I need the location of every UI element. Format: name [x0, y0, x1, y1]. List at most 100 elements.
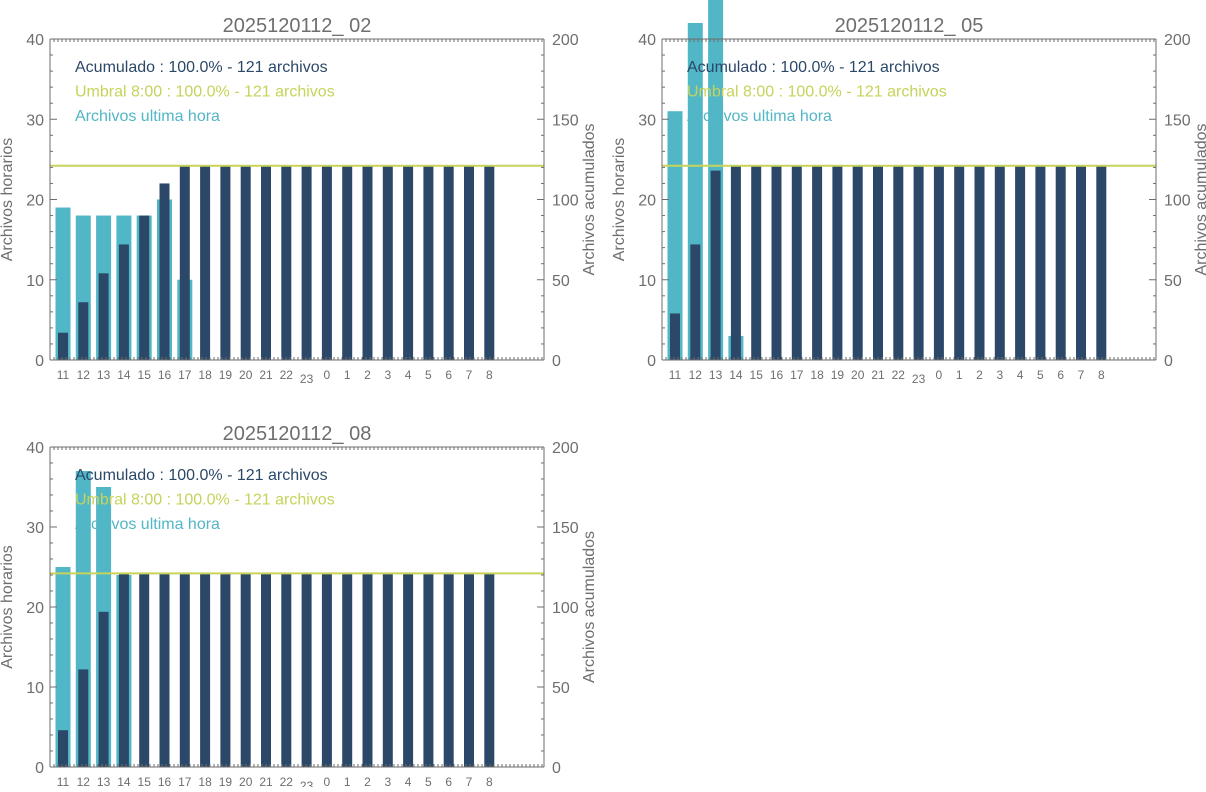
cumulative-bar-23 [913, 165, 924, 360]
x-tick-label: 7 [466, 775, 473, 787]
x-tick-label: 3 [996, 368, 1003, 382]
x-tick-label: 3 [384, 368, 391, 382]
cumulative-bar-3 [382, 573, 393, 767]
x-tick-label: 20 [239, 775, 253, 787]
legend-entry: Archivos ultima hora [75, 108, 220, 125]
right-tick-label: 200 [1164, 32, 1191, 49]
x-tick-label: 16 [770, 368, 784, 382]
cumulative-bar-12 [690, 244, 701, 360]
hourly-bar-11 [55, 567, 71, 767]
cumulative-bar-12 [78, 302, 89, 360]
x-tick-label: 13 [709, 368, 723, 382]
cumulative-bar-5 [423, 165, 434, 360]
x-tick-label: 6 [445, 368, 452, 382]
x-tick-label: 17 [178, 368, 192, 382]
x-tick-label: 2 [364, 368, 371, 382]
x-tick-label: 8 [486, 775, 493, 787]
right-tick-label: 100 [1164, 193, 1191, 210]
cumulative-bar-19 [832, 165, 843, 360]
x-tick-label: 16 [158, 368, 172, 382]
right-tick-label: 0 [552, 760, 561, 777]
legend-entry: Archivos ultima hora [75, 516, 220, 533]
legend-entry: Archivos ultima hora [687, 108, 832, 125]
cumulative-bar-6 [1055, 165, 1066, 360]
cumulative-bar-7 [1076, 165, 1086, 360]
hourly-bar-11 [667, 111, 683, 360]
x-tick-label: 15 [750, 368, 764, 382]
x-tick-label: 19 [219, 775, 233, 787]
cumulative-bar-23 [301, 165, 312, 360]
x-tick-label: 13 [97, 775, 111, 787]
right-axis-title: Archivos acumulados [581, 531, 598, 683]
x-tick-label: 1 [344, 775, 351, 787]
right-tick-label: 150 [552, 520, 579, 537]
right-tick-label: 150 [1164, 112, 1191, 129]
legend-entry: Acumulado : 100.0% - 121 archivos [75, 467, 328, 484]
cumulative-bar-23 [301, 573, 312, 767]
cumulative-bar-3 [994, 165, 1005, 360]
cumulative-bar-7 [464, 573, 474, 767]
x-tick-label: 14 [117, 368, 131, 382]
x-tick-label: 18 [810, 368, 824, 382]
x-tick-label: 0 [324, 368, 331, 382]
x-tick-label: 11 [57, 775, 70, 787]
left-tick-label: 0 [647, 353, 656, 370]
right-tick-label: 50 [552, 273, 570, 290]
x-tick-label: 11 [57, 368, 70, 382]
left-tick-label: 20 [26, 600, 44, 617]
cumulative-bar-4 [403, 165, 414, 360]
cumulative-bar-2 [974, 165, 985, 360]
cumulative-bar-14 [118, 573, 129, 767]
left-tick-label: 40 [26, 440, 44, 457]
cumulative-bar-19 [220, 165, 231, 360]
right-axis-title: Archivos acumulados [1193, 123, 1206, 275]
left-tick-label: 30 [26, 520, 44, 537]
x-tick-label: 3 [384, 775, 391, 787]
x-tick-label: 6 [1057, 368, 1064, 382]
x-tick-label: 15 [138, 368, 152, 382]
cumulative-bar-13 [98, 273, 109, 360]
cumulative-bar-3 [382, 165, 393, 360]
x-tick-label: 8 [1098, 368, 1105, 382]
x-tick-label: 12 [77, 368, 91, 382]
cumulative-bar-15 [139, 573, 150, 767]
cumulative-bar-17 [179, 573, 190, 767]
x-tick-label: 12 [689, 368, 703, 382]
x-tick-label: 23 [300, 779, 314, 787]
cumulative-bar-5 [1035, 165, 1046, 360]
left-tick-label: 30 [638, 112, 656, 129]
cumulative-bar-22 [281, 165, 292, 360]
x-tick-label: 23 [300, 372, 314, 386]
left-axis-title: Archivos horarios [0, 545, 16, 669]
cumulative-bar-1 [342, 165, 353, 360]
cumulative-bar-18 [812, 165, 823, 360]
cumulative-bar-21 [873, 165, 883, 360]
x-tick-label: 2 [364, 775, 371, 787]
cumulative-bar-4 [403, 573, 414, 767]
cumulative-bar-21 [261, 573, 271, 767]
cumulative-bar-6 [443, 573, 454, 767]
right-tick-label: 0 [552, 353, 561, 370]
x-tick-label: 7 [466, 368, 473, 382]
x-tick-label: 0 [324, 775, 331, 787]
legend-entry: Umbral 8:00 : 100.0% - 121 archivos [75, 84, 335, 101]
hourly-bar-11 [55, 207, 71, 360]
cumulative-bar-1 [954, 165, 965, 360]
cumulative-bar-16 [159, 573, 170, 767]
right-tick-label: 100 [552, 193, 579, 210]
left-axis-title: Archivos horarios [0, 138, 16, 262]
right-tick-label: 200 [552, 440, 579, 457]
left-tick-label: 30 [26, 112, 44, 129]
cumulative-bar-8 [1096, 165, 1107, 360]
x-tick-label: 20 [239, 368, 253, 382]
cumulative-bar-0 [321, 165, 332, 360]
cumulative-bar-14 [118, 244, 129, 360]
x-tick-label: 16 [158, 775, 172, 787]
cumulative-bar-8 [484, 165, 495, 360]
legend-entry: Acumulado : 100.0% - 121 archivos [687, 59, 940, 76]
x-tick-label: 18 [198, 775, 212, 787]
